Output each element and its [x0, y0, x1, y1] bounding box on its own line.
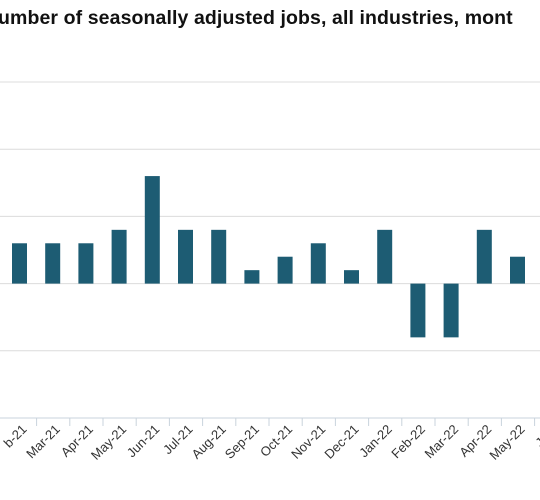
bar	[45, 243, 61, 284]
bar	[443, 283, 459, 338]
bar	[111, 229, 127, 284]
bar	[144, 176, 160, 284]
x-tick-label: Sep-21	[222, 422, 262, 462]
bar	[410, 283, 426, 338]
x-tick-label: Mar-22	[421, 422, 461, 462]
x-tick-label: Feb-22	[388, 422, 428, 462]
x-tick-label: May-22	[486, 422, 527, 463]
bar	[211, 229, 227, 284]
x-tick-label: Aug-21	[189, 422, 229, 462]
bar	[344, 270, 359, 284]
bar	[510, 256, 525, 284]
bar	[244, 270, 260, 284]
bars	[12, 176, 525, 338]
x-tick-label: Jun-21	[124, 422, 163, 461]
bar	[310, 243, 326, 284]
x-tick-label: Oct-21	[257, 422, 295, 460]
x-tick-labels: b-21Mar-21Apr-21May-21Jun-21Jul-21Aug-21…	[1, 422, 540, 463]
bar	[78, 243, 94, 284]
bar	[277, 256, 293, 284]
x-tick-label: Mar-21	[23, 422, 63, 462]
x-tick-label: Jun-	[532, 422, 540, 450]
x-axis	[0, 417, 540, 426]
bar	[476, 229, 492, 284]
x-tick-label: May-21	[88, 422, 129, 463]
bar	[377, 229, 393, 284]
bar	[12, 243, 27, 284]
x-tick-label: Jan-22	[356, 422, 395, 461]
x-tick-label: Dec-21	[321, 422, 361, 462]
x-tick-label: Nov-21	[288, 422, 328, 462]
bar	[178, 229, 193, 284]
x-tick-label: b-21	[1, 422, 30, 451]
chart-title: umber of seasonally adjusted jobs, all i…	[0, 7, 513, 29]
gridlines	[0, 81, 540, 352]
